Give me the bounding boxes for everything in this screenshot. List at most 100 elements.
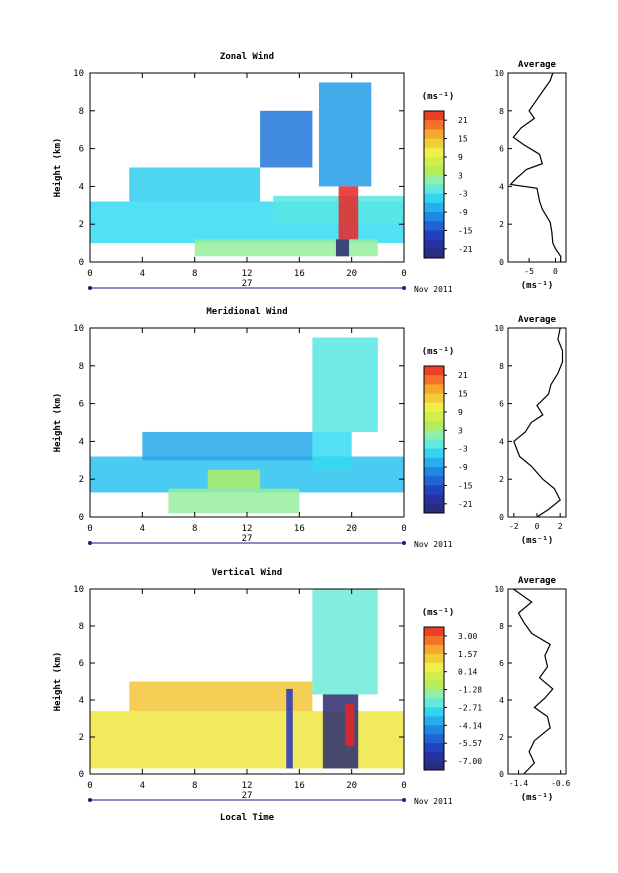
y-tick-label: 0 [79,770,84,780]
average-profile-line [509,72,562,262]
x-tick-label: 4 [140,269,145,279]
colorbar-band [424,375,444,385]
colorbar-band [424,503,444,514]
colorbar-band [424,411,444,422]
colorbar-band [424,635,444,646]
colorbar-tick-label: -5.57 [458,739,482,748]
heatmap-cell [142,431,313,461]
y-tick-label: 10 [73,324,84,334]
day-bar-end [402,541,406,545]
colorbar-band [424,402,444,413]
x-tick-label: 12 [242,269,253,279]
x-tick-label: 0 [401,269,406,279]
colorbar-band [424,221,444,231]
colorbar-band [424,662,444,673]
heatmap-field [90,589,404,769]
average-y-tick-label: 8 [499,622,504,631]
average-y-tick-label: 4 [499,437,504,446]
colorbar-tick-label: -9 [458,463,468,472]
average-frame [507,588,567,775]
average-profile-line [513,327,564,518]
average-y-tick-label: 6 [499,145,504,154]
colorbar-tick-label: -1.28 [458,686,482,695]
y-axis-title: Height (km) [52,138,63,198]
colorbar-band [424,120,444,130]
x-tick-label: 0 [87,269,92,279]
heatmap-cell [338,186,359,240]
x-tick-label: 0 [401,781,406,791]
colorbar-band [424,129,444,140]
heatmap-cell [312,589,378,695]
panel-title: Zonal Wind [220,51,274,62]
day-label: 27 [242,534,253,544]
colorbar-band [424,248,444,259]
colorbar-band [424,752,444,762]
colorbar-band [424,448,444,459]
colorbar-band [424,644,444,655]
colorbar-band [424,421,444,431]
y-tick-label: 2 [79,475,84,485]
colorbar-frame [423,365,445,514]
colorbar-band [424,716,444,726]
colorbar-frame [423,110,445,259]
colorbar-tick-label: 3 [458,426,463,435]
colorbar-band [424,202,444,213]
colorbar-tick-label: -4.14 [458,721,482,730]
colorbar-band [424,627,444,637]
colorbar-tick-label: 3 [458,171,463,180]
colorbar-band [424,193,444,204]
average-x-tick-label: -1.4 [509,779,528,788]
heatmap-cell [194,239,378,257]
y-tick-label: 2 [79,733,84,743]
colorbar-tick-label: -21 [458,245,473,254]
average-y-tick-label: 4 [499,182,504,191]
colorbar-band [424,680,444,691]
colorbar-tick-label: 1.57 [458,650,477,659]
heatmap-field [90,337,404,514]
colorbar-band [424,439,444,450]
colorbar-unit: (ms⁻¹) [422,347,455,357]
x-tick-label: 16 [294,269,305,279]
average-y-tick-label: 0 [499,770,504,779]
colorbar-tick-label: 9 [458,153,463,162]
average-y-tick-label: 8 [499,362,504,371]
y-tick-label: 2 [79,220,84,230]
heatmap-cell [312,431,352,470]
colorbar-tick-label: 3.00 [458,632,477,641]
colorbar-unit: (ms⁻¹) [422,608,455,618]
date-label: Nov 2011 [414,540,453,549]
colorbar-tick-label: -21 [458,500,473,509]
heatmap-cell [318,82,372,187]
x-tick-label: 20 [346,269,357,279]
colorbar-band [424,430,444,440]
day-bar-end [88,286,92,290]
y-tick-label: 4 [79,437,84,447]
heatmap-cell [168,488,300,514]
date-label: Nov 2011 [414,797,453,806]
colorbar-tick-label: 21 [458,116,468,125]
colorbar-band [424,725,444,735]
average-y-tick-label: 10 [494,324,504,333]
colorbar-tick-label: 15 [458,390,468,399]
average-y-tick-label: 0 [499,258,504,267]
colorbar-band [424,494,444,505]
average-x-tick-label: 2 [558,522,563,531]
colorbar-band [424,147,444,158]
heatmap-cell [129,681,313,712]
y-axis-title: Height (km) [52,393,63,453]
heatmap-cell [129,167,261,202]
heatmap-cell [260,110,313,168]
colorbar-tick-label: -9 [458,208,468,217]
date-label: Nov 2011 [414,285,453,294]
average-x-tick-label: 0 [553,267,558,276]
x-tick-label: 16 [294,524,305,534]
colorbar-band [424,476,444,486]
x-tick-label: 0 [87,781,92,791]
colorbar-tick-label: -15 [458,226,473,235]
y-tick-label: 6 [79,145,84,155]
day-label: 27 [242,791,253,801]
average-y-tick-label: 10 [494,69,504,78]
colorbar-band [424,467,444,477]
heatmap-cell [273,195,404,225]
